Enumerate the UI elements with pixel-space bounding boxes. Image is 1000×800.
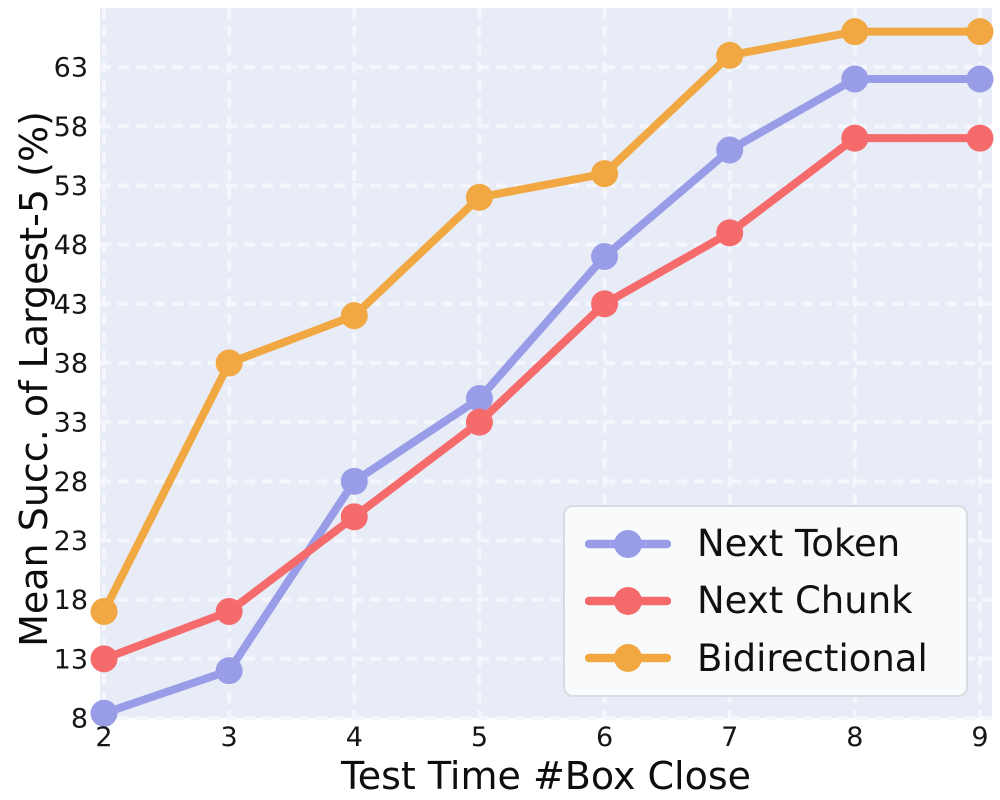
data-point-next-chunk [340, 503, 368, 531]
y-tick-label: 13 [54, 644, 88, 675]
data-point-bidirectional [90, 598, 118, 625]
legend-item-next-token: Next Token [585, 525, 966, 562]
data-point-next-token [966, 65, 994, 93]
y-tick-label: 23 [54, 526, 88, 557]
x-axis-label: Test Time #Box Close [340, 754, 751, 798]
data-point-next-chunk [841, 124, 869, 152]
series-line-next-chunk [100, 134, 984, 663]
y-tick-label: 53 [54, 171, 88, 202]
x-tick-label: 5 [471, 722, 488, 753]
data-point-next-chunk [465, 408, 493, 436]
legend: Next Token Next Chunk Bidirectional [563, 505, 968, 697]
legend-label-next-chunk: Next Chunk [697, 579, 913, 623]
data-point-next-chunk [90, 645, 118, 673]
data-point-next-chunk [716, 219, 744, 247]
y-axis-label: Mean Succ. of Largest-5 (%) [12, 111, 56, 647]
data-point-next-token [465, 385, 493, 412]
legend-sample-line-icon [585, 644, 671, 673]
y-tick-label: 43 [54, 289, 88, 320]
data-point-next-token [215, 657, 243, 685]
legend-sample-line-icon [585, 529, 671, 558]
y-tick-label: 58 [54, 112, 88, 143]
data-point-bidirectional [340, 302, 368, 330]
y-tick-label: 28 [54, 467, 88, 498]
data-point-next-token [90, 699, 118, 727]
legend-item-bidirectional: Bidirectional [585, 640, 966, 677]
data-point-bidirectional [841, 18, 869, 46]
x-tick-label: 2 [95, 722, 112, 753]
data-point-next-chunk [966, 124, 994, 152]
legend-sample-line-icon [585, 586, 671, 615]
y-tick-label: 8 [71, 704, 88, 735]
data-point-bidirectional [215, 349, 243, 377]
y-tick-label: 38 [54, 349, 88, 380]
data-point-next-chunk [591, 290, 619, 318]
x-tick-label: 4 [346, 722, 363, 753]
x-tick-label: 8 [846, 722, 863, 753]
data-point-next-chunk [215, 598, 243, 625]
x-tick-label: 9 [971, 722, 988, 753]
legend-label-bidirectional: Bidirectional [697, 636, 928, 680]
data-point-next-token [340, 467, 368, 495]
data-point-bidirectional [591, 160, 619, 188]
y-tick-label: 18 [54, 585, 88, 616]
legend-label-next-token: Next Token [697, 522, 901, 566]
data-point-bidirectional [465, 183, 493, 211]
x-tick-label: 3 [221, 722, 238, 753]
x-tick-label: 7 [721, 722, 738, 753]
series-line-next-token [100, 75, 984, 718]
data-point-next-token [591, 243, 619, 270]
x-tick-label: 6 [596, 722, 613, 753]
data-point-bidirectional [966, 18, 994, 46]
data-point-next-token [841, 65, 869, 93]
legend-item-next-chunk: Next Chunk [585, 582, 966, 619]
y-tick-label: 63 [54, 53, 88, 84]
series-line-bidirectional [100, 27, 984, 616]
y-tick-label: 33 [54, 408, 88, 439]
data-point-bidirectional [716, 41, 744, 69]
data-point-next-token [716, 136, 744, 164]
y-tick-label: 48 [54, 230, 88, 261]
